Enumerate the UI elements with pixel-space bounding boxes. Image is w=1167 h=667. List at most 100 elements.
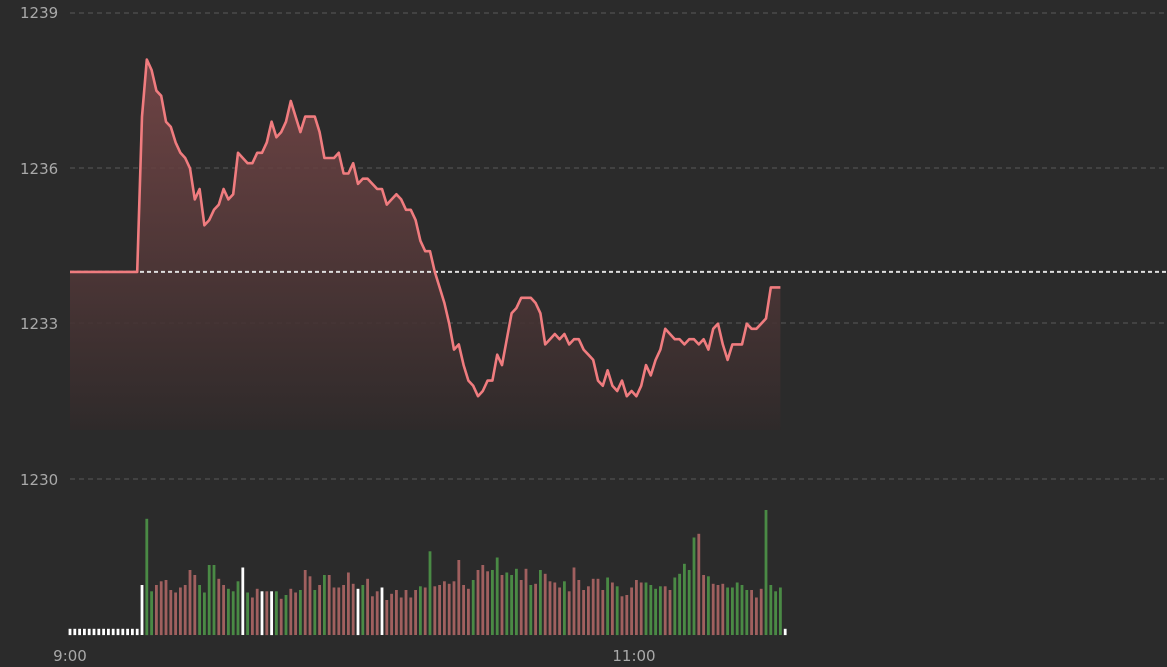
- volume-bar: [611, 582, 614, 635]
- volume-bar: [471, 580, 475, 635]
- volume-bar: [279, 598, 283, 636]
- volume-bar: [217, 578, 221, 636]
- volume-bar: [783, 628, 787, 636]
- volume-bar: [683, 563, 686, 636]
- volume-bar: [390, 593, 393, 636]
- volume-bar: [438, 585, 441, 635]
- volume-bar: [750, 590, 753, 635]
- x-tick-900: 9:00: [53, 647, 87, 665]
- volume-bar: [582, 590, 585, 635]
- volume-bar: [755, 597, 758, 635]
- volume-bar: [87, 628, 91, 636]
- price-area: [70, 59, 781, 430]
- volume-bar: [587, 586, 590, 636]
- volume-bar: [241, 567, 245, 635]
- volume-bar: [567, 591, 571, 636]
- volume-bar: [457, 560, 461, 635]
- volume-bar: [399, 597, 403, 635]
- volume-bar: [255, 588, 259, 636]
- volume-bar: [212, 565, 216, 635]
- volume-bar: [606, 577, 609, 635]
- volume-bar: [270, 591, 273, 636]
- volume-bar: [577, 580, 581, 635]
- volume-bar: [174, 592, 177, 635]
- volume-bar: [433, 586, 437, 636]
- volume-bar: [179, 587, 182, 635]
- volume-bar: [596, 578, 600, 636]
- volume-bar: [169, 590, 173, 635]
- volume-bar: [159, 581, 163, 636]
- volume-bar: [203, 592, 206, 635]
- y-axis-ticks: 1239 1236 1233 1230: [20, 4, 58, 489]
- volume-bar: [519, 580, 523, 635]
- volume-bar: [251, 597, 254, 635]
- volume-bar: [515, 568, 518, 636]
- volume-bar: [337, 587, 341, 635]
- volume-bar: [591, 578, 595, 636]
- volume-bar: [83, 628, 86, 636]
- volume-bar: [702, 575, 705, 635]
- volume-bar: [366, 578, 369, 636]
- volume-bar: [126, 628, 129, 636]
- volume-bar: [198, 585, 201, 635]
- volume-bar: [284, 595, 288, 635]
- volume-bar: [764, 510, 768, 635]
- x-axis-ticks: 9:00 11:00: [53, 647, 655, 665]
- volume-bar: [188, 570, 192, 635]
- y-tick-1233: 1233: [20, 315, 58, 333]
- volume-bar: [227, 588, 230, 636]
- volume-bar: [726, 587, 729, 635]
- volume-bar: [644, 582, 648, 635]
- volume-bars: [68, 510, 787, 636]
- volume-bar: [428, 551, 432, 636]
- volume-bar: [102, 628, 105, 636]
- volume-bar: [467, 588, 470, 636]
- volume-bar: [630, 587, 633, 635]
- volume-bar: [351, 583, 355, 636]
- volume-bar: [145, 518, 149, 636]
- volume-bar: [107, 628, 110, 636]
- volume-bar: [553, 582, 557, 635]
- volume-bar: [183, 585, 187, 635]
- volume-bar: [313, 590, 317, 635]
- volume-bar: [294, 592, 297, 635]
- volume-bar: [716, 585, 720, 635]
- volume-bar: [740, 585, 744, 635]
- volume-bar: [601, 590, 605, 635]
- volume-bar: [524, 568, 528, 636]
- volume-bar: [620, 596, 624, 636]
- volume-bar: [207, 565, 211, 635]
- volume-bar: [332, 587, 336, 635]
- volume-bar: [462, 585, 465, 635]
- y-tick-1236: 1236: [20, 160, 58, 178]
- volume-bar: [73, 628, 77, 636]
- volume-bar: [150, 591, 153, 636]
- volume-bar: [155, 585, 158, 635]
- volume-bar: [318, 585, 321, 635]
- volume-bar: [543, 573, 547, 636]
- volume-bar: [476, 570, 480, 635]
- volume-bar: [308, 576, 312, 636]
- volume-bar: [635, 580, 638, 635]
- volume-bar: [697, 533, 701, 636]
- volume-bar: [121, 628, 125, 636]
- volume-bar: [678, 573, 681, 636]
- y-tick-1239: 1239: [20, 4, 58, 22]
- volume-bar: [639, 582, 643, 635]
- volume-bar: [236, 581, 240, 636]
- volume-bar: [731, 587, 734, 635]
- volume-bar: [92, 628, 96, 636]
- volume-bar: [78, 628, 81, 636]
- y-tick-1230: 1230: [20, 471, 58, 489]
- volume-bar: [563, 581, 566, 636]
- volume-bar: [260, 591, 264, 636]
- volume-bar: [361, 585, 365, 635]
- volume-bar: [327, 575, 331, 635]
- volume-bar: [289, 588, 293, 636]
- volume-bar: [659, 586, 662, 636]
- volume-bar: [447, 583, 451, 636]
- volume-bar: [711, 583, 715, 636]
- volume-bar: [395, 590, 398, 635]
- volume-bar: [558, 587, 561, 635]
